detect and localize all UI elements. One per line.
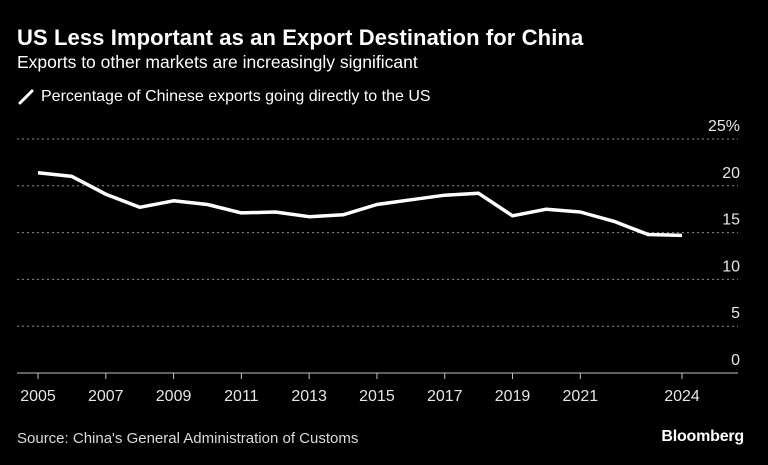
legend-label: Percentage of Chinese exports going dire…	[41, 88, 431, 105]
bloomberg-logo: Bloomberg	[661, 428, 744, 445]
legend-line-swatch	[18, 89, 34, 105]
chart-title: US Less Important as an Export Destinati…	[17, 25, 584, 50]
diagonal-line-icon	[18, 89, 34, 105]
x-tick-label: 2005	[20, 388, 56, 405]
grid-lines	[17, 138, 738, 327]
x-tick-label: 2013	[291, 388, 327, 405]
x-tick-label: 2019	[495, 388, 531, 405]
chart-subtitle: Exports to other markets are increasingl…	[17, 52, 418, 72]
x-tick-label: 2007	[88, 388, 124, 405]
y-tick-label: 20	[722, 165, 740, 182]
series-line	[37, 170, 683, 238]
x-tick-label: 2024	[664, 388, 700, 405]
x-axis	[17, 372, 738, 379]
legend: Percentage of Chinese exports going dire…	[17, 88, 431, 106]
x-tick-label: 2017	[427, 388, 463, 405]
series-group	[37, 170, 683, 238]
y-tick-label: 25%	[708, 118, 740, 135]
x-tick-label: 2021	[563, 388, 599, 405]
y-tick-label: 5	[731, 305, 740, 322]
y-axis-labels: 25% 20 15 10 5 0	[708, 118, 740, 369]
y-tick-label: 15	[722, 212, 740, 229]
source-note: Source: China's General Administration o…	[17, 430, 359, 447]
y-tick-label: 0	[731, 352, 740, 369]
x-tick-label: 2011	[224, 388, 259, 405]
x-tick-label: 2015	[359, 388, 395, 405]
x-tick-label: 2009	[156, 388, 192, 405]
x-axis-labels: 2005 2007 2009 2011 2013 2015 2017 2019 2021 2024	[20, 388, 700, 405]
y-tick-label: 10	[722, 258, 740, 275]
